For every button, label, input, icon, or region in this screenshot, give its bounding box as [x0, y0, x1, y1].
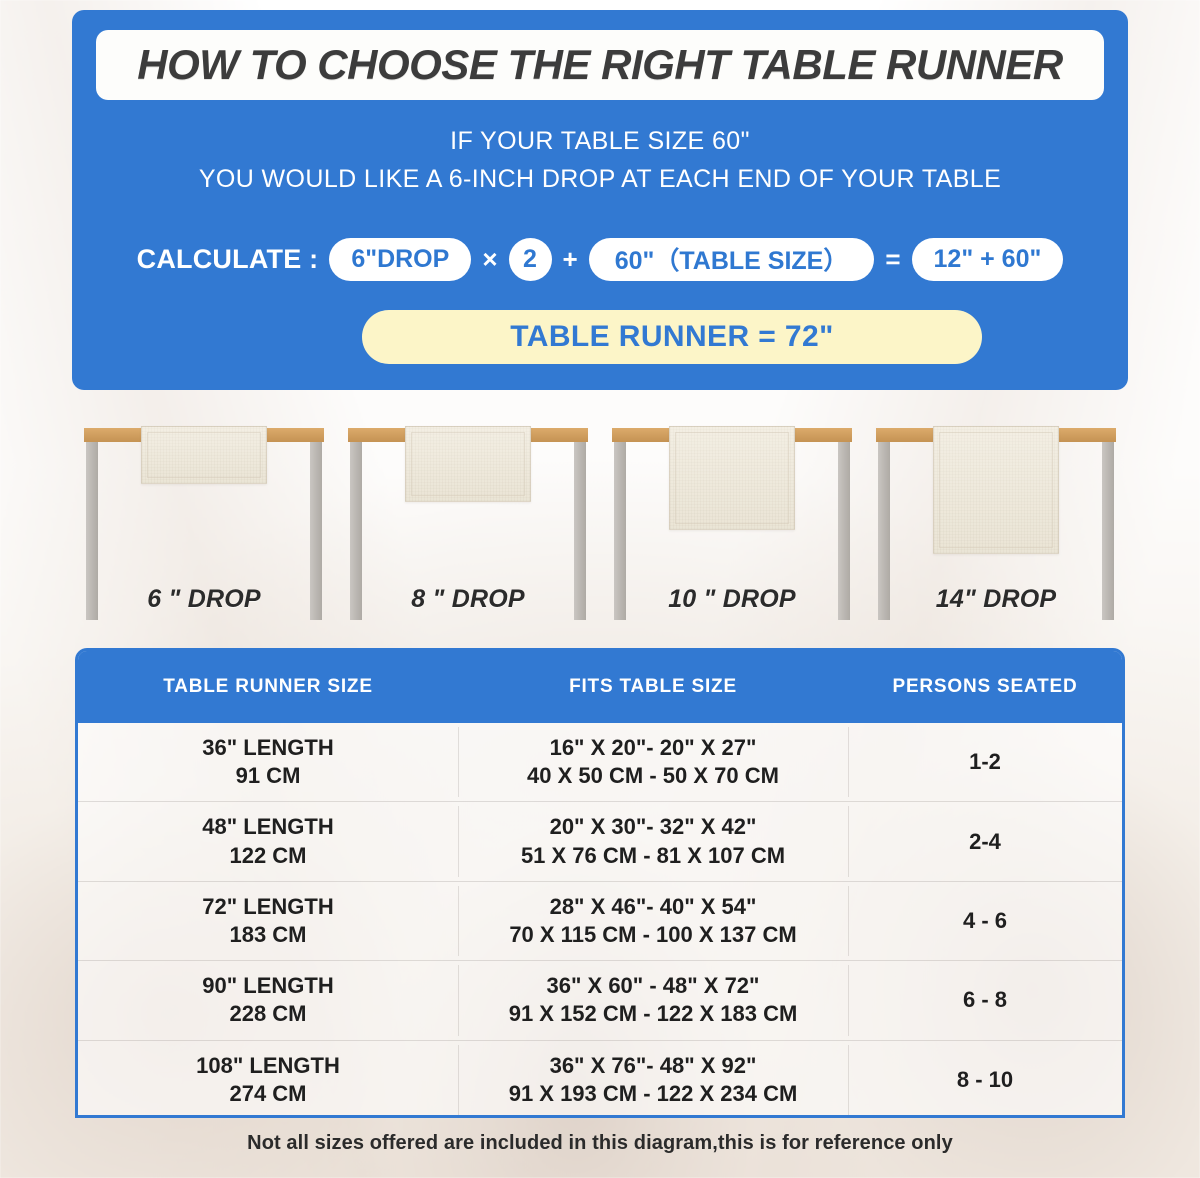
- runner-cloth-icon: [669, 426, 795, 530]
- table-leg-right-icon: [574, 442, 586, 620]
- plus-operator: +: [562, 244, 578, 274]
- footnote: Not all sizes offered are included in th…: [247, 1132, 953, 1154]
- drop-illustration: 8 " DROP: [336, 420, 600, 620]
- table-leg-left-icon: [86, 442, 98, 620]
- table-leg-right-icon: [1102, 442, 1114, 620]
- drop-illustrations: 6 " DROP 8 " DROP 10 " DROP 14" DROP: [72, 420, 1128, 620]
- cell-persons-seated: 4 - 6: [962, 907, 1008, 933]
- cell-fits-table-size: 16" X 20"- 20" X 27" 40 X 50 CM - 50 X 7…: [458, 734, 848, 790]
- drop-label: 14" DROP: [935, 585, 1057, 613]
- cell-persons-seated: 2-4: [969, 828, 1001, 854]
- runner-size-inches: 48" LENGTH: [202, 814, 334, 840]
- cell-runner-size: 108" LENGTH 274 CM: [78, 1052, 458, 1108]
- table-row: 48" LENGTH 122 CM 20" X 30"- 32" X 42" 5…: [78, 802, 1122, 882]
- runner-size-cm: 122 CM: [229, 842, 307, 868]
- table-leg-left-icon: [878, 442, 890, 620]
- runner-size-inches: 72" LENGTH: [202, 893, 334, 919]
- cell-persons-seated: 6 - 8: [962, 987, 1008, 1013]
- runner-size-cm: 274 CM: [229, 1081, 307, 1107]
- table-row: 36" LENGTH 91 CM 16" X 20"- 20" X 27" 40…: [78, 723, 1122, 803]
- multiplier-circle: 2: [508, 237, 552, 281]
- table-body: 36" LENGTH 91 CM 16" X 20"- 20" X 27" 40…: [78, 723, 1122, 1115]
- title-box: HOW TO CHOOSE THE RIGHT TABLE RUNNER: [96, 30, 1104, 100]
- fits-size-inches: 36" X 76"- 48" X 92": [549, 1053, 757, 1079]
- fits-size-inches: 36" X 60" - 48" X 72": [546, 973, 760, 999]
- cell-runner-size: 90" LENGTH 228 CM: [78, 972, 458, 1028]
- fits-size-cm: 91 X 193 CM - 122 X 234 CM: [508, 1081, 798, 1107]
- size-chart-table: TABLE RUNNER SIZE FITS TABLE SIZE PERSON…: [75, 648, 1125, 1118]
- fits-size-cm: 91 X 152 CM - 122 X 183 CM: [508, 1001, 798, 1027]
- calculate-label: CALCULATE :: [136, 243, 319, 274]
- runner-size-cm: 91 CM: [235, 763, 301, 789]
- table-leg-right-icon: [838, 442, 850, 620]
- header-panel: HOW TO CHOOSE THE RIGHT TABLE RUNNER IF …: [72, 10, 1128, 390]
- drop-illustration: 6 " DROP: [72, 420, 336, 620]
- drop-illustration: 10 " DROP: [600, 420, 864, 620]
- result-pill: TABLE RUNNER = 72": [362, 310, 982, 364]
- runner-size-inches: 108" LENGTH: [196, 1053, 340, 1079]
- table-size-term-pill: 60"（TABLE SIZE）: [588, 237, 875, 281]
- drop-illustration: 14" DROP: [864, 420, 1128, 620]
- runner-cloth-icon: [405, 426, 531, 502]
- table-row: 90" LENGTH 228 CM 36" X 60" - 48" X 72" …: [78, 961, 1122, 1041]
- fits-size-inches: 16" X 20"- 20" X 27": [549, 735, 757, 761]
- runner-cloth-icon: [933, 426, 1059, 554]
- fits-size-cm: 51 X 76 CM - 81 X 107 CM: [520, 842, 786, 868]
- cell-runner-size: 48" LENGTH 122 CM: [78, 813, 458, 869]
- cell-fits-table-size: 36" X 60" - 48" X 72" 91 X 152 CM - 122 …: [458, 972, 848, 1028]
- cell-persons-seated: 1-2: [969, 749, 1001, 775]
- drop-term-pill: 6"DROP: [329, 237, 472, 281]
- multiply-operator: ×: [482, 244, 498, 274]
- column-header-persons-seated: PERSONS SEATED: [892, 676, 1078, 697]
- cell-runner-size: 72" LENGTH 183 CM: [78, 893, 458, 949]
- cell-runner-size: 36" LENGTH 91 CM: [78, 734, 458, 790]
- sum-term-pill: 12" + 60": [911, 237, 1064, 281]
- subtitle-line-2: YOU WOULD LIKE A 6-INCH DROP AT EACH END…: [198, 165, 1002, 193]
- cell-fits-table-size: 28" X 46"- 40" X 54" 70 X 115 CM - 100 X…: [458, 893, 848, 949]
- fits-size-inches: 28" X 46"- 40" X 54": [549, 893, 757, 919]
- column-header-fits-table-size: FITS TABLE SIZE: [569, 676, 737, 697]
- runner-size-cm: 183 CM: [229, 921, 307, 947]
- fits-size-cm: 70 X 115 CM - 100 X 137 CM: [509, 921, 797, 947]
- result-text: TABLE RUNNER = 72": [510, 320, 834, 353]
- fits-size-inches: 20" X 30"- 32" X 42": [549, 814, 757, 840]
- cell-fits-table-size: 20" X 30"- 32" X 42" 51 X 76 CM - 81 X 1…: [458, 813, 848, 869]
- runner-size-cm: 228 CM: [229, 1001, 307, 1027]
- cell-persons-seated: 8 - 10: [956, 1067, 1014, 1093]
- fits-size-cm: 40 X 50 CM - 50 X 70 CM: [527, 763, 779, 789]
- equals-operator: =: [885, 244, 901, 274]
- cell-fits-table-size: 36" X 76"- 48" X 92" 91 X 193 CM - 122 X…: [458, 1052, 848, 1108]
- drop-label: 10 " DROP: [668, 585, 796, 613]
- table-header-row: TABLE RUNNER SIZE FITS TABLE SIZE PERSON…: [78, 651, 1122, 723]
- table-leg-left-icon: [614, 442, 626, 620]
- table-leg-right-icon: [310, 442, 322, 620]
- table-leg-left-icon: [350, 442, 362, 620]
- runner-size-inches: 36" LENGTH: [202, 735, 334, 761]
- page-title: HOW TO CHOOSE THE RIGHT TABLE RUNNER: [137, 41, 1063, 88]
- calculation-row: CALCULATE : 6"DROP × 2 + 60"（TABLE SIZE）…: [72, 236, 1128, 282]
- runner-cloth-icon: [141, 426, 267, 484]
- table-row: 72" LENGTH 183 CM 28" X 46"- 40" X 54" 7…: [78, 882, 1122, 962]
- subtitle-line-1: IF YOUR TABLE SIZE 60": [450, 127, 750, 155]
- column-header-runner-size: TABLE RUNNER SIZE: [163, 676, 373, 697]
- runner-size-inches: 90" LENGTH: [202, 973, 334, 999]
- table-row: 108" LENGTH 274 CM 36" X 76"- 48" X 92" …: [78, 1041, 1122, 1115]
- drop-label: 8 " DROP: [411, 585, 525, 613]
- drop-label: 6 " DROP: [147, 585, 261, 613]
